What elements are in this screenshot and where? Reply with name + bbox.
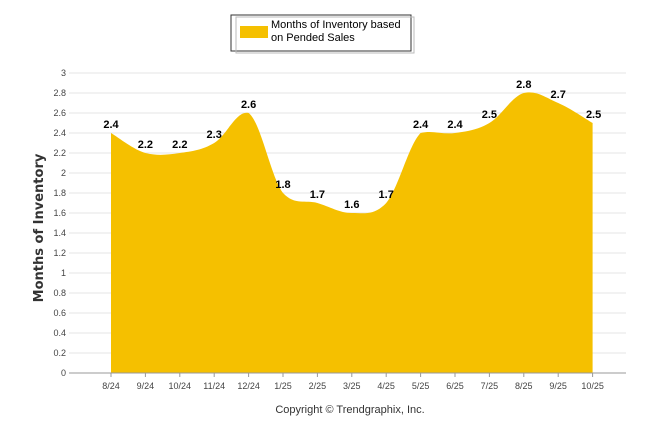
data-label: 2.7 — [551, 89, 566, 101]
x-tick-label: 10/24 — [169, 381, 192, 391]
data-label: 2.2 — [172, 139, 187, 151]
series-area-layer — [110, 92, 593, 373]
x-tick-label: 9/24 — [137, 381, 155, 391]
copyright-credit: Copyright © Trendgraphix, Inc. — [275, 404, 424, 416]
y-tick-label: 2.6 — [53, 108, 66, 118]
y-tick-label: 0.2 — [53, 348, 66, 358]
data-label: 1.7 — [310, 189, 325, 201]
legend-line-1: Months of Inventory based — [271, 19, 401, 31]
y-tick-label: 2.2 — [53, 148, 66, 158]
y-tick-label: 0.6 — [53, 308, 66, 318]
data-label: 1.6 — [344, 199, 359, 211]
data-label: 2.5 — [586, 109, 601, 121]
data-labels: 2.4 2.2 2.2 2.3 2.6 1.8 1.7 1.6 1.7 2.4 2.4 2.5 2.8 2… — [103, 79, 601, 211]
y-tick-label: 2.4 — [53, 128, 66, 138]
x-tick-label: 6/25 — [446, 381, 464, 391]
legend-shadow — [235, 16, 415, 54]
x-tick-label: 5/25 — [412, 381, 430, 391]
y-tick-label: 1.6 — [53, 208, 66, 218]
y-tick-label: 3 — [61, 68, 66, 78]
y-tick-label: 1.8 — [53, 188, 66, 198]
data-label: 2.4 — [447, 119, 463, 131]
x-tick-label: 8/24 — [102, 381, 120, 391]
x-tick-label: 12/24 — [237, 381, 260, 391]
y-tick-label: 1.4 — [53, 228, 66, 238]
y-tick-label: 0.4 — [53, 328, 66, 338]
data-label: 2.2 — [138, 139, 153, 151]
x-tick-label: 9/25 — [549, 381, 567, 391]
data-label: 1.7 — [379, 189, 394, 201]
y-tick-label: 2.8 — [53, 88, 66, 98]
legend-swatch — [240, 26, 268, 38]
data-label: 1.8 — [275, 179, 290, 191]
y-tick-label: 0.8 — [53, 288, 66, 298]
x-tick-label: 4/25 — [377, 381, 395, 391]
data-label: 2.4 — [103, 119, 119, 131]
series-area — [111, 92, 593, 373]
x-tick-label: 3/25 — [343, 381, 361, 391]
x-tick-label: 8/25 — [515, 381, 533, 391]
x-tick-label: 7/25 — [481, 381, 499, 391]
y-tick-label: 1.2 — [53, 248, 66, 258]
data-label: 2.4 — [413, 119, 429, 131]
legend: Months of Inventory based on Pended Sale… — [230, 14, 415, 54]
x-tick-label: 11/24 — [203, 381, 225, 391]
y-tick-label: 1 — [61, 268, 66, 278]
y-axis-ticks: 0 0.2 0.4 0.6 0.8 1 1.2 1.4 1.6 1.8 2 2.2 2.4 2.6 2.8 3 — [53, 68, 66, 378]
data-label: 2.3 — [207, 129, 222, 141]
data-label: 2.8 — [516, 79, 531, 91]
y-axis-label: Months of Inventory — [32, 153, 47, 302]
x-tick-label: 1/25 — [274, 381, 292, 391]
y-tick-label: 0 — [61, 368, 66, 378]
x-axis-ticks: 8/24 9/24 10/24 11/24 12/24 1/25 2/25 3/25 4/25 5… — [102, 373, 604, 391]
data-label: 2.6 — [241, 99, 256, 111]
x-tick-label: 10/25 — [581, 381, 604, 391]
legend-line-2: on Pended Sales — [271, 32, 355, 44]
data-label: 2.5 — [482, 109, 497, 121]
y-tick-label: 2 — [61, 168, 66, 178]
x-tick-label: 2/25 — [309, 381, 327, 391]
